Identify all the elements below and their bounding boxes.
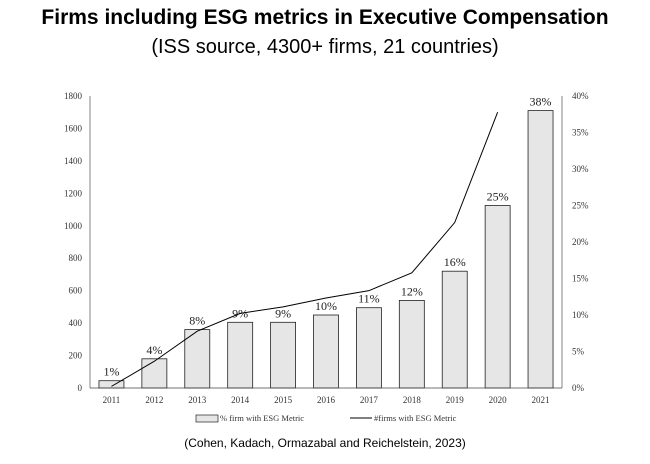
- left-axis-tick-label: 600: [69, 286, 83, 296]
- bar: [356, 307, 382, 389]
- legend-label-line: #firms with ESG Metric: [374, 413, 457, 423]
- data-label: 11%: [358, 292, 380, 306]
- x-axis-tick-label: 2013: [188, 395, 207, 405]
- bar: [270, 321, 296, 389]
- bar: [184, 329, 211, 389]
- x-axis-tick-label: 2021: [532, 395, 550, 405]
- data-label: 4%: [146, 343, 162, 357]
- series-line: [111, 112, 499, 387]
- x-axis-tick-label: 2016: [317, 395, 336, 405]
- data-label: 25%: [487, 190, 509, 204]
- bar: [527, 110, 554, 389]
- right-axis-tick-label: 20%: [572, 237, 589, 247]
- legend-label-bar: % firm with ESG Metric: [220, 413, 304, 423]
- bar: [398, 299, 425, 389]
- right-axis-tick-label: 5%: [572, 347, 585, 357]
- left-axis-tick-label: 1000: [64, 221, 83, 231]
- x-axis-tick-label: 2020: [489, 395, 508, 405]
- bar: [484, 205, 511, 389]
- x-axis-tick-label: 2019: [446, 395, 465, 405]
- left-axis-tick-label: 1200: [64, 188, 83, 198]
- left-axis-tick-label: 1400: [64, 156, 83, 166]
- right-axis-tick-label: 35%: [572, 128, 589, 138]
- right-axis-tick-label: 0%: [572, 383, 585, 393]
- right-axis-tick-label: 40%: [572, 91, 589, 101]
- x-axis-tick-label: 2017: [360, 395, 379, 405]
- x-axis-tick-label: 2012: [145, 395, 163, 405]
- left-axis-tick-label: 1600: [64, 123, 83, 133]
- legend-swatch-bar: [195, 414, 219, 423]
- left-axis-tick-label: 1800: [64, 91, 83, 101]
- bar: [313, 314, 339, 389]
- left-axis-tick-label: 200: [69, 351, 83, 361]
- chart-title: Firms including ESG metrics in Executive…: [41, 6, 609, 29]
- right-axis-tick-label: 30%: [572, 164, 589, 174]
- data-label: 10%: [315, 299, 337, 313]
- x-axis-tick-label: 2018: [403, 395, 422, 405]
- right-axis-tick-label: 15%: [572, 274, 589, 284]
- left-axis-tick-label: 400: [69, 318, 83, 328]
- x-axis-tick-label: 2011: [103, 395, 121, 405]
- citation: (Cohen, Kadach, Ormazabal and Reichelste…: [184, 436, 466, 450]
- data-label: 9%: [275, 306, 291, 320]
- bar: [141, 358, 168, 389]
- data-label: 8%: [189, 314, 205, 328]
- x-axis-tick-label: 2014: [231, 395, 250, 405]
- left-axis-tick-label: 0: [78, 383, 83, 393]
- data-label: 12%: [401, 284, 423, 298]
- x-axis-tick-label: 2015: [274, 395, 293, 405]
- data-label: 38%: [530, 95, 552, 109]
- left-axis-tick-label: 800: [69, 253, 83, 263]
- bar: [441, 270, 468, 389]
- data-label: 16%: [444, 255, 466, 269]
- right-axis-tick-label: 25%: [572, 201, 589, 211]
- bar: [227, 321, 254, 389]
- data-label: 1%: [103, 365, 119, 379]
- right-axis-tick-label: 10%: [572, 310, 589, 320]
- chart-subtitle: (ISS source, 4300+ firms, 21 countries): [151, 36, 499, 58]
